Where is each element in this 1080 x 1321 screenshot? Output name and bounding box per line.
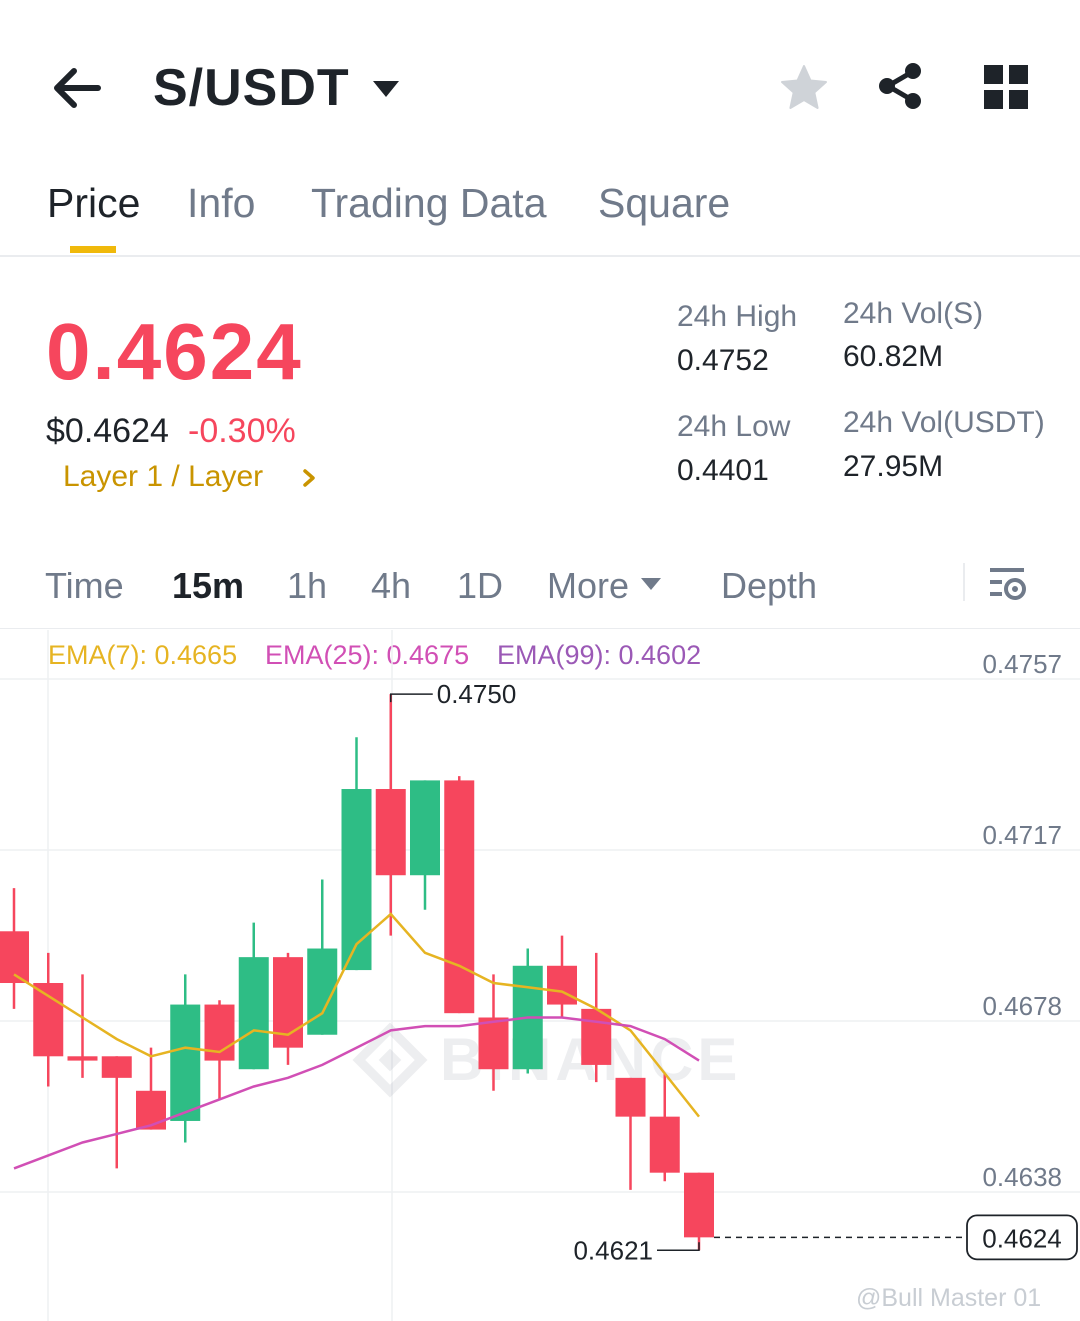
watermark-credit: @Bull Master 01 <box>856 1284 1042 1312</box>
divider <box>0 628 1080 629</box>
candle[interactable] <box>0 888 29 1009</box>
last-price: 0.4624 <box>46 307 303 396</box>
candle[interactable] <box>512 948 543 1074</box>
price-tick-label: 0.4757 <box>982 649 1062 679</box>
candle[interactable] <box>375 694 406 936</box>
candle-body <box>615 1077 646 1117</box>
binance-watermark: BINANCE <box>352 1022 737 1098</box>
candle-body <box>410 780 440 876</box>
candle[interactable] <box>33 952 64 1087</box>
pair-title[interactable]: S/USDT <box>153 59 350 117</box>
candle-body <box>67 1056 98 1061</box>
tab-price[interactable]: Price <box>47 180 141 226</box>
stat-low-label: 24h Low <box>677 410 791 443</box>
ema25-label: EMA(25): 0.4675 <box>265 640 470 670</box>
candle-body <box>33 983 64 1057</box>
stat-vol-s-label: 24h Vol(S) <box>843 297 984 330</box>
price-tick-label: 0.4678 <box>982 991 1062 1021</box>
candle[interactable] <box>170 974 201 1143</box>
candle-body <box>649 1116 680 1173</box>
ema7-label: EMA(7): 0.4665 <box>48 640 238 670</box>
interval-15m[interactable]: 15m <box>172 565 245 606</box>
candle[interactable] <box>444 776 475 1014</box>
interval-1d[interactable]: 1D <box>457 565 504 606</box>
ema99-label: EMA(99): 0.4602 <box>497 640 702 670</box>
caret-down-icon[interactable] <box>371 78 401 100</box>
candle-body <box>101 1056 132 1078</box>
candle[interactable] <box>478 974 509 1091</box>
divider <box>0 255 1080 257</box>
ema25-line <box>13 1016 700 1170</box>
ema7-line <box>13 912 700 1118</box>
candle-body <box>238 957 269 1070</box>
stat-high-label: 24h High <box>677 300 798 333</box>
chart-settings-icon[interactable] <box>988 564 1028 602</box>
category-tag[interactable]: Layer 1 / Layer <box>63 460 264 493</box>
tab-trading-data[interactable]: Trading Data <box>311 180 547 226</box>
interval-more[interactable]: More <box>547 565 630 606</box>
candle-body <box>136 1090 166 1130</box>
candle[interactable] <box>101 1056 132 1169</box>
candle[interactable] <box>273 952 303 1065</box>
candle[interactable] <box>649 1073 680 1182</box>
star-icon[interactable] <box>779 63 829 113</box>
divider <box>963 563 965 601</box>
chevron-right-icon[interactable] <box>300 467 318 489</box>
current-price-label: 0.4624 <box>982 1223 1062 1253</box>
price-change-percent: -0.30% <box>188 412 296 450</box>
candle[interactable] <box>136 1047 166 1130</box>
interval-1h[interactable]: 1h <box>287 565 328 606</box>
candle-body <box>341 789 372 971</box>
interval-time[interactable]: Time <box>45 565 124 606</box>
low-marker-label: 0.4621 <box>573 1235 653 1265</box>
high-marker-label: 0.4750 <box>437 679 517 709</box>
candle-body <box>444 780 475 1014</box>
high-marker-line <box>390 693 433 703</box>
caret-down-icon[interactable] <box>640 576 662 592</box>
current-price-box[interactable] <box>966 1214 1078 1261</box>
tab-square[interactable]: Square <box>598 180 731 226</box>
share-icon[interactable] <box>875 61 925 111</box>
low-marker-line <box>657 1242 700 1252</box>
candle[interactable] <box>341 737 372 971</box>
active-tab-indicator <box>70 246 116 253</box>
candle[interactable] <box>684 1172 714 1251</box>
stat-vol-usdt-label: 24h Vol(USDT) <box>843 406 1045 439</box>
stat-vol-usdt-value: 27.95M <box>843 450 944 483</box>
price-tick-label: 0.4638 <box>982 1162 1062 1192</box>
candlestick-chart[interactable]: BINANCE 0.4757 0.4717 0.4678 0.4638 0.4750 0… <box>0 630 1080 1321</box>
usd-price: $0.4624 <box>46 412 169 450</box>
price-tick-label: 0.4717 <box>982 820 1062 850</box>
candle-body <box>547 965 577 1005</box>
candle[interactable] <box>581 952 612 1083</box>
candle-body <box>375 789 406 876</box>
candle-body <box>581 1008 612 1065</box>
grid-icon[interactable] <box>984 65 1028 109</box>
candle-body <box>684 1172 714 1238</box>
candle-body <box>478 1017 509 1070</box>
candle[interactable] <box>238 922 269 1070</box>
stat-vol-s-value: 60.82M <box>843 340 944 373</box>
tab-info[interactable]: Info <box>187 180 256 226</box>
candle-body <box>170 1004 201 1121</box>
candle[interactable] <box>410 780 440 910</box>
stat-high-value: 0.4752 <box>677 344 769 377</box>
interval-4h[interactable]: 4h <box>371 565 412 606</box>
candle[interactable] <box>615 1077 646 1190</box>
back-arrow-icon[interactable] <box>50 62 102 114</box>
depth-tab[interactable]: Depth <box>721 565 818 606</box>
candle[interactable] <box>547 935 577 1018</box>
stat-low-value: 0.4401 <box>677 454 769 487</box>
candle[interactable] <box>67 974 98 1078</box>
